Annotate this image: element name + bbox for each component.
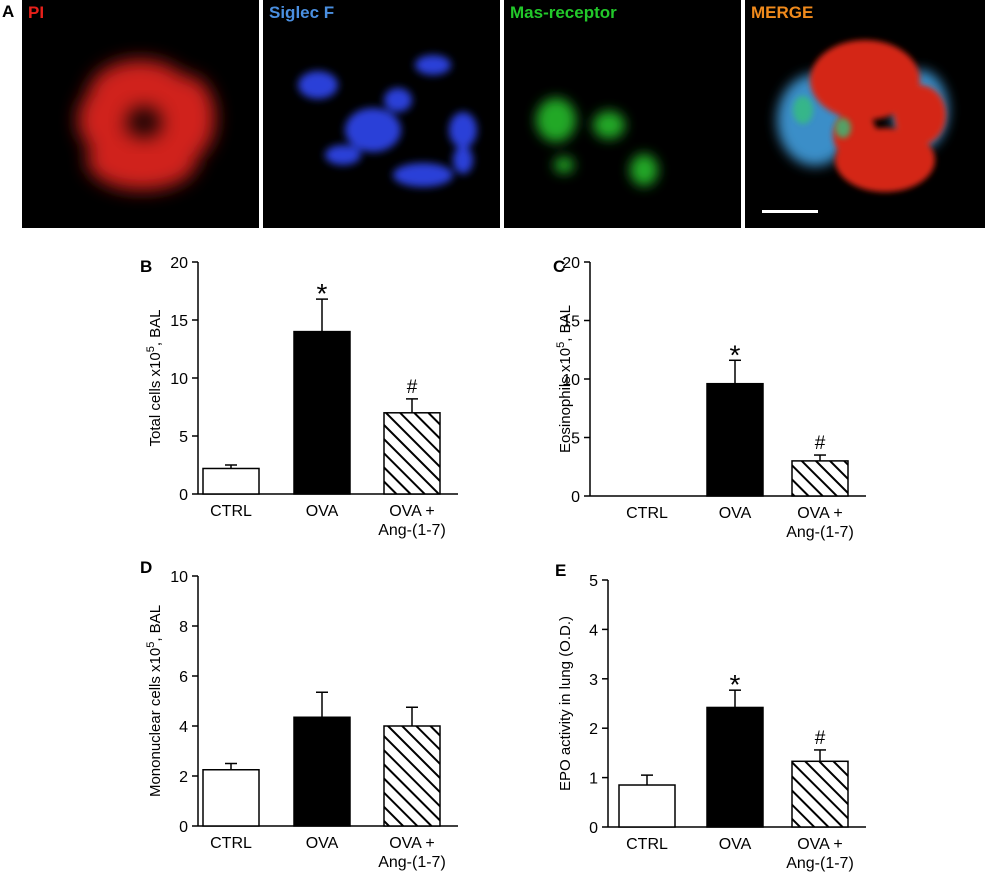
micro-label-siglec: Siglec F	[269, 3, 335, 22]
y-tick-label: 10	[562, 372, 580, 389]
y-axis-label: Total cells x105, BAL	[145, 309, 164, 446]
category-label: CTRL	[626, 505, 668, 522]
merge-stain-image	[777, 40, 948, 192]
y-axis-label: Eosinophils x105, BAL	[555, 305, 574, 453]
micro-image-mas: Mas-receptor	[504, 0, 741, 228]
panel-letter: C	[553, 257, 565, 276]
pi-stain-image	[78, 60, 215, 190]
bar-2	[706, 382, 764, 497]
significance-marker: #	[407, 377, 418, 398]
category-label: OVA	[719, 836, 752, 853]
micro-label-pi: PI	[28, 3, 45, 22]
chart-panel-b: B 0 5 10 15 20 Total cells x105, BAL CTRL * OVA # O…	[140, 255, 458, 539]
significance-marker: #	[815, 728, 826, 749]
y-tick-label: 15	[562, 314, 580, 331]
y-tick-label: 8	[179, 619, 188, 636]
micro-label-merge: MERGE	[751, 3, 814, 22]
y-tick-label: 0	[179, 487, 188, 504]
y-tick-label: 0	[571, 489, 580, 506]
category-label: CTRL	[626, 836, 668, 853]
y-tick-label: 20	[562, 255, 580, 272]
category-label: Ang-(1-7)	[378, 854, 446, 871]
bar-1	[618, 784, 676, 828]
scale-bar	[762, 210, 818, 213]
bar-3	[383, 725, 441, 827]
y-tick-label: 15	[170, 313, 188, 330]
y-tick-label: 0	[589, 820, 598, 837]
y-axis-label: Mononuclear cells x105, BAL	[145, 605, 164, 797]
category-label: OVA +	[797, 836, 843, 853]
bar-1	[202, 467, 260, 495]
bar-3	[791, 460, 849, 497]
y-tick-label: 20	[170, 255, 188, 272]
micro-label-mas: Mas-receptor	[510, 3, 617, 22]
micro-image-merge: MERGE	[745, 0, 985, 228]
y-tick-label: 6	[179, 669, 188, 686]
category-label: OVA	[719, 505, 752, 522]
significance-marker: *	[730, 339, 741, 370]
category-label: OVA +	[389, 835, 435, 852]
category-label: OVA	[306, 503, 339, 520]
siglec-stain-image	[298, 55, 477, 187]
category-label: CTRL	[210, 503, 252, 520]
y-tick-label: 2	[179, 769, 188, 786]
chart-panel-c: C 0 5 10 15 20 Eosinophils x105, BAL CTRL * OVA # O…	[553, 255, 866, 541]
category-label: OVA +	[797, 505, 843, 522]
bar-2	[706, 706, 764, 828]
y-tick-label: 1	[589, 771, 598, 788]
category-label: OVA +	[389, 503, 435, 520]
bar-3	[383, 412, 441, 495]
micro-image-siglec: Siglec F	[263, 0, 500, 228]
y-tick-label: 0	[179, 819, 188, 836]
y-tick-label: 3	[589, 672, 598, 689]
y-tick-label: 10	[170, 371, 188, 388]
micro-image-pi: PI	[22, 0, 259, 228]
bar-1	[202, 769, 260, 827]
category-label: OVA	[306, 835, 339, 852]
mas-stain-image	[536, 98, 658, 186]
category-label: CTRL	[210, 835, 252, 852]
panel-letter-a: A	[2, 2, 15, 21]
y-tick-label: 5	[179, 429, 188, 446]
y-tick-label: 10	[170, 569, 188, 586]
bar-2	[293, 330, 351, 495]
chart-panel-e: E 0 1 2 3 4 5 EPO activity in lung (O.D.) CTRL * O…	[555, 561, 866, 872]
y-tick-label: 5	[571, 431, 580, 448]
category-label: Ang-(1-7)	[786, 855, 854, 872]
panel-letter: E	[555, 561, 566, 580]
chart-panel-d: D 0 2 4 6 8 10 Mononuclear cells x105, BAL CTRL O…	[140, 558, 458, 871]
y-tick-label: 2	[589, 721, 598, 738]
significance-marker: *	[730, 669, 741, 700]
y-tick-label: 5	[589, 573, 598, 590]
bar-2	[293, 716, 351, 827]
panel-letter: B	[140, 257, 152, 276]
y-tick-label: 4	[589, 622, 598, 639]
y-tick-label: 4	[179, 719, 188, 736]
category-label: Ang-(1-7)	[786, 524, 854, 541]
significance-marker: *	[317, 278, 328, 309]
bar-3	[791, 760, 849, 828]
category-label: Ang-(1-7)	[378, 522, 446, 539]
y-axis-label: EPO activity in lung (O.D.)	[557, 616, 574, 791]
significance-marker: #	[815, 433, 826, 454]
panel-letter: D	[140, 558, 152, 577]
